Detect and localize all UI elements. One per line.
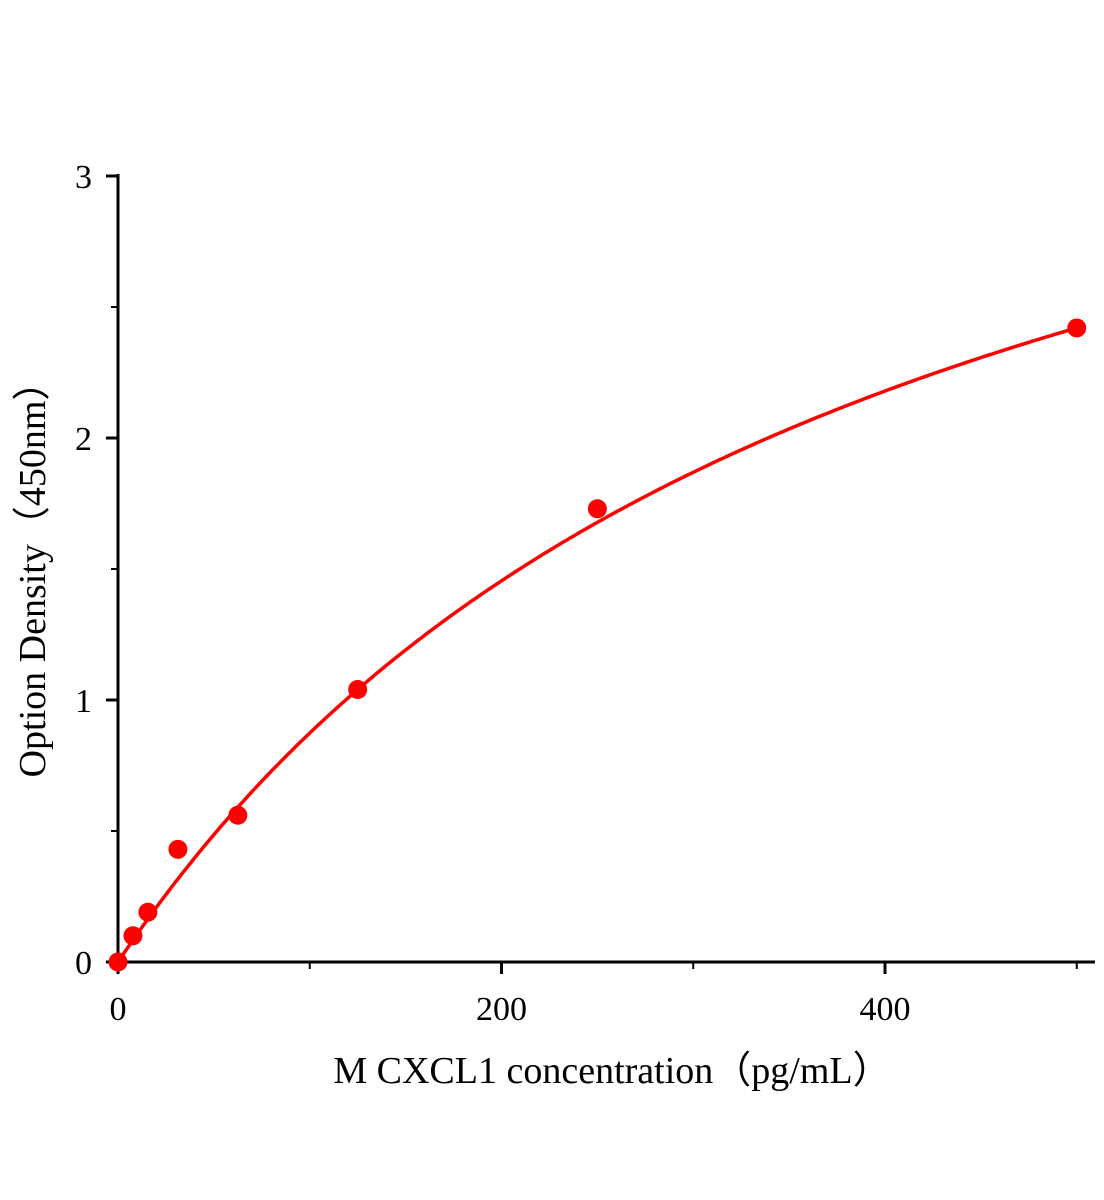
data-point — [168, 839, 188, 859]
data-points — [108, 318, 1087, 972]
axes: 0 200 400 0 1 2 3 — [75, 159, 1095, 1028]
data-point — [228, 805, 248, 825]
y-tick-label: 0 — [75, 945, 92, 982]
data-point — [348, 680, 368, 700]
y-tick-label: 2 — [75, 421, 92, 458]
y-axis-title: Option Density（450nm） — [12, 363, 54, 778]
y-tick-label: 1 — [75, 683, 92, 720]
x-tick-label: 0 — [110, 991, 127, 1028]
x-tick-label: 400 — [860, 991, 911, 1028]
x-tick-label: 200 — [476, 991, 527, 1028]
data-point — [123, 926, 143, 946]
data-point — [587, 499, 607, 519]
data-point — [108, 952, 128, 972]
fit-curve — [116, 326, 1078, 963]
y-tick-label: 3 — [75, 159, 92, 196]
data-point — [1067, 318, 1087, 338]
data-point — [138, 902, 158, 922]
x-axis-title: M CXCL1 concentration（pg/mL） — [333, 1050, 890, 1092]
